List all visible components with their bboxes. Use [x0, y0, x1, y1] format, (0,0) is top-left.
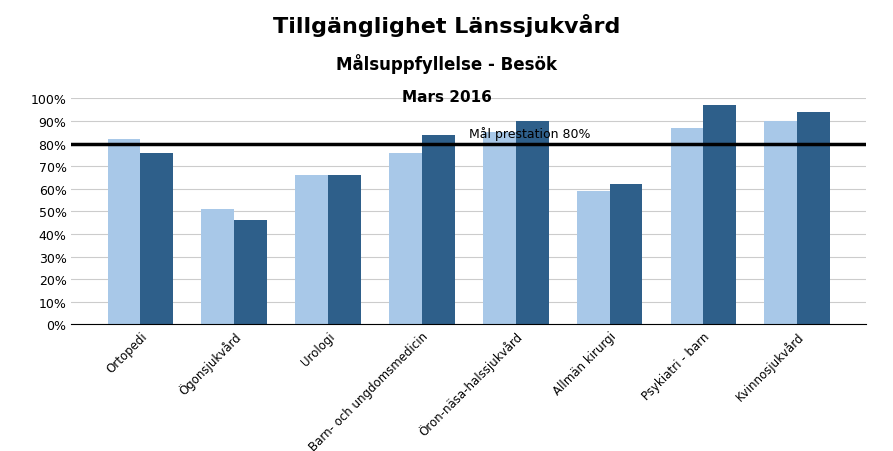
Bar: [764, 122, 797, 325]
Bar: [296, 176, 328, 325]
Text: Mål prestation 80%: Mål prestation 80%: [469, 127, 590, 141]
Text: Tillgänglighet Länssjukvård: Tillgänglighet Länssjukvård: [273, 14, 620, 37]
Bar: [577, 192, 610, 325]
Bar: [704, 106, 736, 325]
Bar: [202, 210, 234, 325]
Bar: [483, 133, 516, 325]
Bar: [107, 140, 140, 325]
Bar: [516, 122, 548, 325]
Bar: [797, 113, 830, 325]
Bar: [328, 176, 361, 325]
Bar: [610, 185, 642, 325]
Text: Mars 2016: Mars 2016: [402, 90, 491, 105]
Bar: [389, 153, 421, 325]
Bar: [234, 221, 267, 325]
Text: Målsuppfyllelse - Besök: Målsuppfyllelse - Besök: [336, 54, 557, 74]
Bar: [421, 135, 455, 325]
Bar: [671, 129, 704, 325]
Bar: [140, 153, 173, 325]
